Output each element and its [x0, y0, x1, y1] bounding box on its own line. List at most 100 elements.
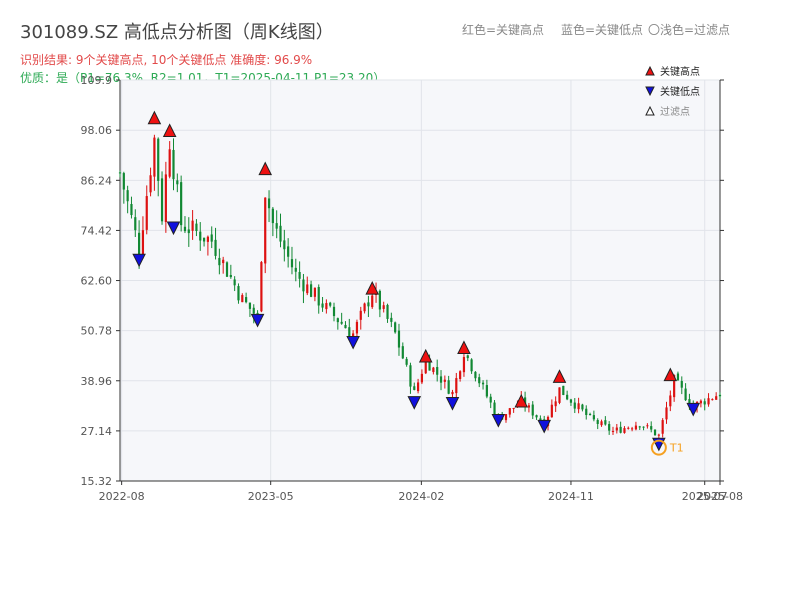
candle — [210, 226, 213, 249]
candle — [619, 421, 622, 434]
candle — [554, 396, 557, 412]
candle — [309, 280, 313, 298]
key-high-marker — [147, 110, 162, 125]
key-high-marker — [663, 367, 678, 382]
candle — [443, 375, 446, 389]
candle — [229, 264, 232, 279]
candle — [650, 421, 653, 433]
candle — [180, 175, 183, 232]
candle — [317, 284, 320, 314]
candle — [405, 356, 408, 367]
candle — [535, 414, 538, 420]
candle — [508, 407, 511, 418]
candle — [409, 362, 412, 394]
y-tick-label: 74.42 — [81, 224, 113, 237]
candle — [367, 295, 370, 318]
candle — [233, 276, 236, 292]
candle — [321, 296, 324, 312]
candle — [157, 137, 160, 197]
candle — [588, 412, 592, 416]
candle — [504, 414, 508, 423]
candle — [294, 258, 297, 282]
candle — [642, 426, 645, 431]
candle — [447, 375, 450, 395]
candle — [611, 426, 615, 435]
candle — [577, 397, 580, 414]
x-tick-label: 2025-08 — [697, 490, 743, 503]
candle — [164, 161, 167, 233]
candle — [623, 426, 626, 434]
candle — [703, 398, 706, 411]
candle — [699, 399, 702, 408]
y-tick-label: 98.06 — [81, 124, 113, 137]
candle — [306, 276, 309, 296]
candle — [631, 426, 634, 432]
candle — [340, 312, 343, 325]
key-low-marker — [346, 335, 360, 350]
candle — [183, 216, 187, 234]
candle — [218, 248, 221, 275]
candle — [126, 185, 129, 214]
hint-red-high: 红色=关键高点 — [462, 23, 545, 37]
result-summary: 识别结果: 9个关键高点, 10个关键低点 准确度: 96.9% — [20, 53, 313, 67]
candle — [271, 206, 274, 237]
candle — [432, 366, 435, 375]
key-high-marker — [514, 393, 529, 408]
candle — [478, 373, 481, 388]
key-low-marker — [537, 419, 552, 434]
candle — [187, 217, 190, 247]
candle — [665, 401, 668, 424]
candle — [336, 317, 339, 330]
candle — [600, 419, 603, 427]
key-low-marker — [686, 402, 701, 417]
candle — [413, 382, 416, 391]
candle — [202, 237, 206, 247]
candle — [283, 229, 286, 262]
key-low-marker — [491, 413, 506, 428]
y-tick-label: 15.32 — [81, 475, 113, 488]
key-low-marker — [250, 313, 265, 328]
candle — [485, 379, 488, 399]
candle — [470, 358, 473, 374]
candle — [191, 210, 194, 240]
x-tick-label: 2025-07 — [682, 490, 728, 503]
candle — [573, 398, 576, 414]
hint-blue-low: 蓝色=关键低点 — [561, 23, 644, 37]
candle — [222, 256, 225, 274]
x-tick-label: 2022-08 — [99, 490, 145, 503]
candle — [585, 405, 588, 420]
candle — [290, 246, 294, 275]
candle — [264, 197, 267, 274]
candle — [489, 393, 492, 409]
candle — [145, 185, 148, 235]
candle — [325, 299, 328, 314]
candle — [329, 301, 332, 308]
candle — [420, 369, 424, 385]
candle — [459, 370, 462, 382]
y-tick-label: 27.14 — [81, 425, 113, 438]
candle — [206, 235, 209, 256]
page-title: 301089.SZ 高低点分析图（周K线图） — [20, 22, 334, 43]
candle — [199, 222, 202, 251]
candle — [439, 370, 443, 391]
legend-low-label: 关键低点 — [660, 85, 700, 98]
candle — [669, 390, 672, 412]
candle — [653, 429, 657, 436]
candle — [160, 171, 164, 225]
candle — [455, 372, 458, 399]
candle — [287, 238, 290, 268]
candle — [298, 261, 301, 288]
candle — [275, 210, 278, 239]
candle — [313, 287, 317, 302]
candle — [302, 273, 305, 304]
candle — [332, 302, 336, 322]
candle — [493, 400, 496, 417]
candle — [604, 416, 607, 426]
candle — [676, 371, 680, 381]
candle — [344, 321, 347, 329]
candle — [592, 410, 595, 422]
key-low-marker — [166, 221, 181, 236]
candle — [627, 426, 630, 430]
x-tick-label: 2024-02 — [398, 490, 444, 503]
